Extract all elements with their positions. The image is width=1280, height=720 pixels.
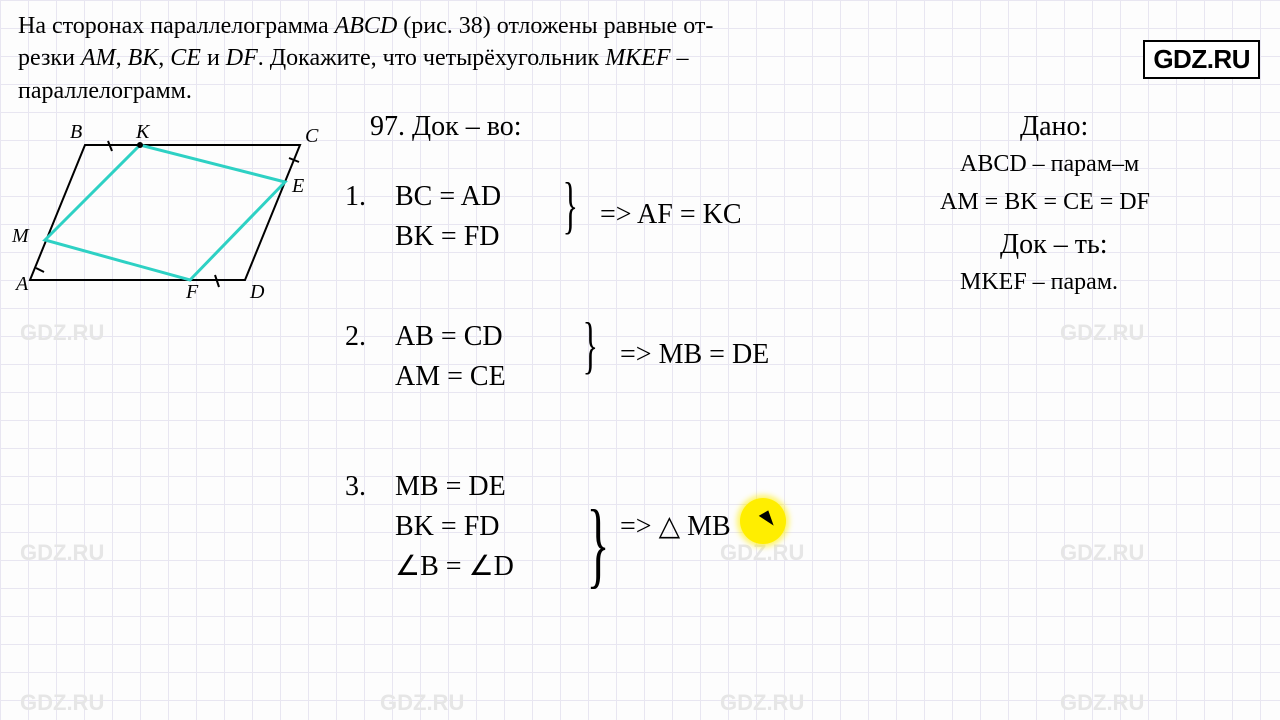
label-B: B: [70, 121, 82, 143]
label-F: F: [185, 281, 199, 300]
dot: . Докажите, что четырёхугольник: [258, 45, 605, 71]
abcd: ABCD: [335, 13, 398, 39]
step1-c: => AF = KC: [600, 198, 742, 232]
problem-line1a: На сторонах параллелограмма: [18, 13, 335, 39]
step3-c: ∠B = ∠D: [395, 550, 514, 584]
brace-1: }: [563, 168, 578, 242]
problem-line3: параллелограмм.: [18, 78, 192, 104]
prove-1: MKEF – парам.: [960, 268, 1118, 297]
am: AM: [81, 45, 116, 71]
df: DF: [226, 45, 258, 71]
bk: BK: [128, 45, 159, 71]
label-M: M: [11, 225, 30, 247]
proof-title: 97. Док – во:: [370, 110, 522, 144]
step3-b: BK = FD: [395, 510, 499, 544]
step1-a: BC = AD: [395, 180, 501, 214]
and: и: [201, 45, 226, 71]
ce: CE: [170, 45, 201, 71]
step3-a: MB = DE: [395, 470, 506, 504]
step2-c: => MB = DE: [620, 338, 769, 372]
problem-line2a: резки: [18, 45, 81, 71]
problem-line1b: (рис. 38) отложены равные от-: [397, 13, 713, 39]
c2: ,: [158, 45, 170, 71]
label-E: E: [291, 175, 304, 197]
step1-b: BK = FD: [395, 220, 499, 254]
given-title: Дано:: [1020, 110, 1088, 144]
c1: ,: [116, 45, 128, 71]
step2-a: AB = CD: [395, 320, 503, 354]
step2-num: 2.: [345, 320, 366, 354]
brace-3: }: [587, 488, 610, 599]
mkef: MKEF: [605, 45, 670, 71]
site-logo: GDZ.RU: [1143, 40, 1260, 79]
given-1: ABCD – парам–м: [960, 150, 1139, 179]
dash: –: [671, 45, 689, 71]
given-2: AM = BK = CE = DF: [940, 188, 1150, 217]
prove-title: Док – ть:: [1000, 228, 1108, 262]
brace-2: }: [583, 308, 598, 382]
step2-b: AM = CE: [395, 360, 506, 394]
label-K: K: [135, 121, 151, 143]
step1-num: 1.: [345, 180, 366, 214]
label-D: D: [249, 281, 265, 300]
parallelogram-diagram: A B C D K E M F: [10, 120, 320, 300]
problem-text: На сторонах параллелограмма ABCD (рис. 3…: [18, 10, 1080, 107]
label-A: A: [14, 273, 29, 295]
label-C: C: [305, 125, 319, 147]
step3-num: 3.: [345, 470, 366, 504]
step3-d: => △ MB: [620, 510, 731, 544]
